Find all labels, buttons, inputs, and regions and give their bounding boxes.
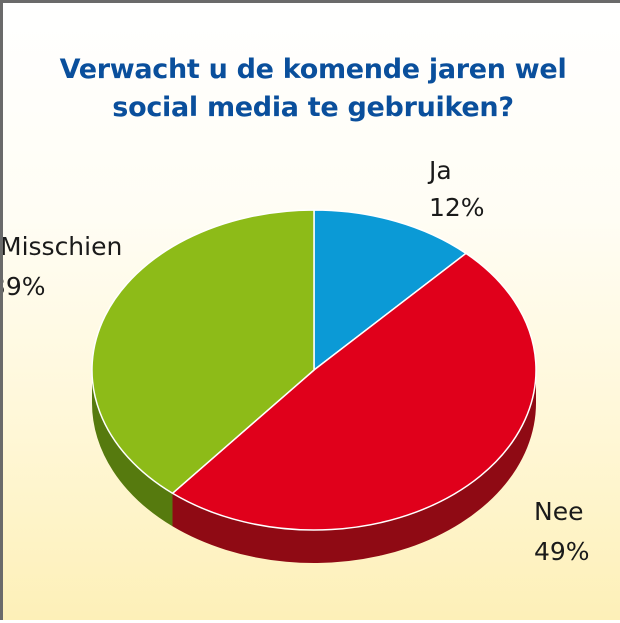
slice-value-ja: 12% — [429, 193, 485, 222]
pie-sides — [91, 370, 536, 563]
slice-value-misschien: 39% — [3, 272, 46, 301]
pie-slice-nee — [171, 252, 537, 531]
slice-label-ja: Ja — [427, 156, 452, 185]
pie-side-misschien — [91, 370, 173, 527]
pie-side-nee — [172, 370, 536, 563]
chart-title-line-1: Verwacht u de komende jaren wel — [59, 54, 567, 85]
slice-value-nee: 49% — [534, 537, 590, 566]
pie-slice-misschien — [91, 209, 315, 495]
chart-title: Verwacht u de komende jaren wel social m… — [3, 51, 620, 127]
pie-slices — [91, 209, 537, 531]
chart-title-line-2: social media te gebruiken? — [112, 92, 514, 123]
pie-chart: Ja 12% Nee 49% Misschien 39% — [3, 156, 590, 566]
slice-label-nee: Nee — [534, 497, 583, 526]
pie-slice-ja — [313, 209, 467, 371]
slice-label-misschien: Misschien — [3, 232, 122, 261]
